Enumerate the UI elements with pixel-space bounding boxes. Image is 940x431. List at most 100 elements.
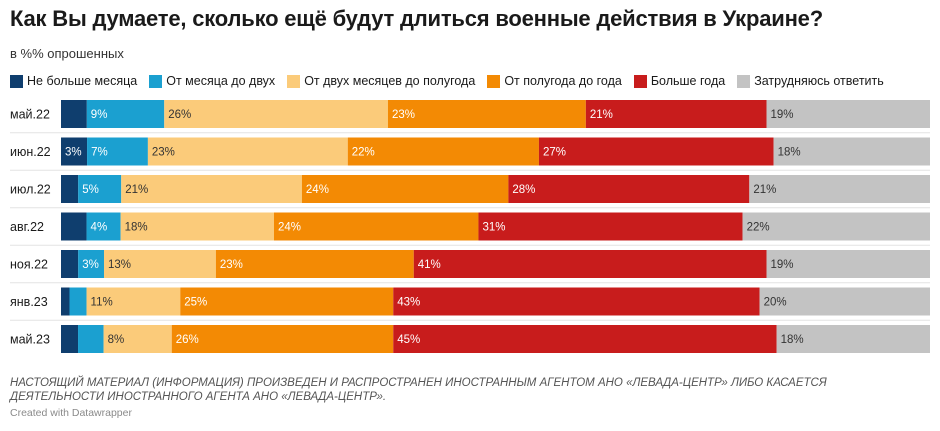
row-label: май.22 <box>10 108 50 122</box>
data-label: 43% <box>397 297 420 309</box>
data-label: 27% <box>543 147 566 159</box>
legend-swatch <box>149 74 163 88</box>
row-label: янв.23 <box>10 295 48 309</box>
legend-swatch <box>737 74 751 88</box>
data-label: 24% <box>306 184 329 196</box>
data-label: 18% <box>778 147 801 159</box>
bar-segment <box>86 212 121 241</box>
bar-segment <box>86 287 181 316</box>
row-label: май.23 <box>10 333 50 347</box>
data-label: 21% <box>753 184 776 196</box>
legend-label: От полугода до года <box>504 74 622 88</box>
bar-segment <box>61 137 88 166</box>
data-label: 8% <box>108 334 125 346</box>
bar-segment <box>78 250 105 278</box>
legend-swatch <box>10 74 23 88</box>
data-label: 26% <box>168 109 191 121</box>
bar-segment <box>478 212 743 241</box>
data-label: 19% <box>771 259 794 271</box>
bar-segment <box>61 212 87 241</box>
bar-segment <box>749 175 930 203</box>
legend-item: От месяца до двух <box>149 74 275 88</box>
bar-segment <box>121 175 302 203</box>
stacked-bar-chart: май.22 9% 26% 23% 21% 19% июн.22 3% 7% 23% 22% 27% 1… <box>10 100 930 353</box>
bar-segment <box>538 137 774 166</box>
bar-segment <box>759 287 930 316</box>
row-label: ноя.22 <box>10 258 48 272</box>
bar-segment <box>508 175 750 203</box>
legend-item: Не больше месяца <box>10 74 137 88</box>
bar-segment <box>347 137 539 166</box>
data-label: 7% <box>91 147 108 159</box>
data-label: 31% <box>482 222 505 234</box>
bar-segment <box>766 250 930 278</box>
data-label: 9% <box>91 109 108 121</box>
bar-segment <box>766 100 930 128</box>
bar-segment <box>147 137 348 166</box>
bar-segment <box>393 325 777 353</box>
bar-segment <box>103 325 172 353</box>
bar-segment <box>585 100 767 128</box>
bar-segment <box>61 287 70 316</box>
bar-segment <box>164 100 388 128</box>
bar-segment <box>171 325 394 353</box>
bar-segment <box>387 100 586 128</box>
data-label: 25% <box>184 297 207 309</box>
bar-segment <box>773 137 930 166</box>
data-label: 21% <box>125 184 148 196</box>
legend-label: Затрудняюсь ответить <box>754 74 884 88</box>
bar-segment <box>413 250 767 278</box>
bar-segment <box>104 250 216 278</box>
data-label: 3% <box>65 147 82 159</box>
data-label: 23% <box>392 109 415 121</box>
data-label: 11% <box>91 297 113 309</box>
bar-segment <box>393 287 760 316</box>
data-label: 41% <box>418 259 441 271</box>
legend-swatch <box>287 74 301 88</box>
bar-segment <box>215 250 414 278</box>
bar-segment <box>776 325 930 353</box>
data-label: 20% <box>764 297 787 309</box>
data-label: 22% <box>747 222 770 234</box>
data-label: 24% <box>278 222 301 234</box>
data-label: 21% <box>590 109 613 121</box>
bar-segment <box>69 287 87 316</box>
credit-line: Created with Datawrapper <box>10 407 132 419</box>
data-label: 23% <box>152 147 175 159</box>
data-label: 22% <box>352 147 375 159</box>
legend-item: Затрудняюсь ответить <box>737 74 884 88</box>
legend-label: От двух месяцев до полугода <box>304 74 476 88</box>
chart-legend: Не больше месяца От месяца до двух От двух… <box>10 72 896 90</box>
bar-segment <box>180 287 394 316</box>
legend-label: Больше года <box>650 74 726 88</box>
chart-title: Как Вы думаете, сколько ещё будут длитьс… <box>10 6 823 31</box>
data-label: 5% <box>82 184 99 196</box>
bar-segment <box>61 325 79 353</box>
data-label: 3% <box>82 259 99 271</box>
bar-segment <box>61 100 87 128</box>
bar-segment <box>273 212 479 241</box>
foreign-agent-disclaimer: НАСТОЯЩИЙ МАТЕРИАЛ (ИНФОРМАЦИЯ) ПРОИЗВЕД… <box>10 377 827 403</box>
bar-segment <box>61 175 79 203</box>
bar-segment <box>87 137 148 166</box>
data-label: 28% <box>512 184 535 196</box>
legend-item: Больше года <box>633 74 726 88</box>
bar-segment <box>120 212 274 241</box>
row-label: авг.22 <box>10 220 44 234</box>
bar-segment <box>78 325 104 353</box>
bar-segment <box>61 250 79 278</box>
chart-subtitle: в %% опрошенных <box>10 46 124 61</box>
legend-item: От полугода до года <box>487 74 622 88</box>
data-label: 4% <box>91 222 108 234</box>
row-label: июн.22 <box>10 145 51 159</box>
legend-item: От двух месяцев до полугода <box>287 74 475 88</box>
data-label: 26% <box>176 334 199 346</box>
data-label: 18% <box>125 222 148 234</box>
legend-swatch <box>487 74 501 88</box>
bar-segment <box>78 175 122 203</box>
data-label: 13% <box>108 259 131 271</box>
legend-swatch <box>633 74 647 88</box>
bar-segment <box>86 100 165 128</box>
bar-segment <box>301 175 509 203</box>
legend-label: Не больше месяца <box>27 74 138 88</box>
